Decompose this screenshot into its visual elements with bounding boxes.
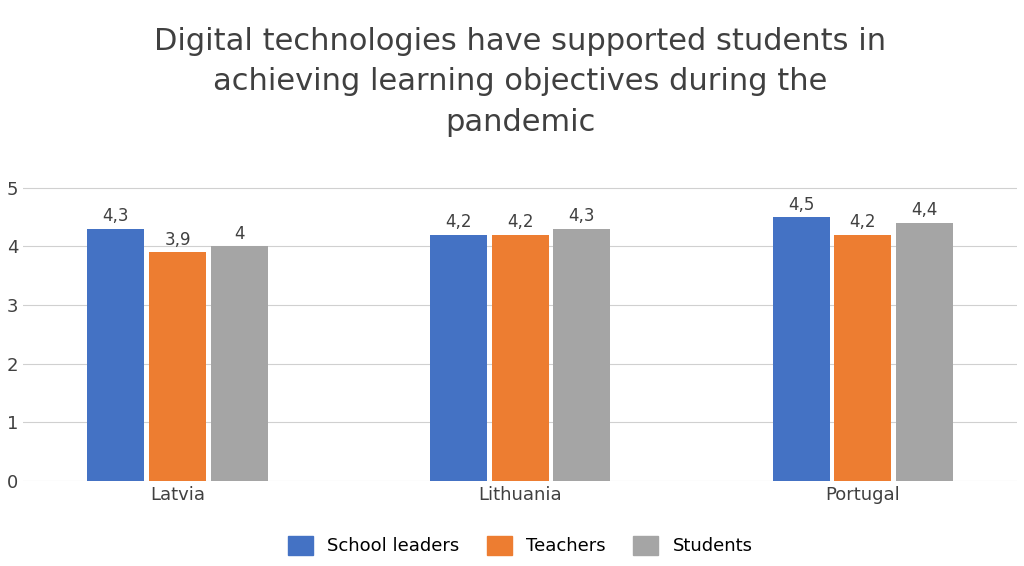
Bar <box>430 235 486 481</box>
Text: 4,2: 4,2 <box>850 213 877 231</box>
Bar <box>554 229 610 481</box>
Text: 4: 4 <box>233 225 245 243</box>
Legend: School leaders, Teachers, Students: School leaders, Teachers, Students <box>281 529 760 563</box>
Bar <box>835 235 891 481</box>
Text: 4,2: 4,2 <box>445 213 472 231</box>
Text: 4,5: 4,5 <box>788 196 814 213</box>
Text: 4,3: 4,3 <box>568 207 595 225</box>
Bar <box>87 229 144 481</box>
Text: 4,2: 4,2 <box>507 213 534 231</box>
Title: Digital technologies have supported students in
achieving learning objectives du: Digital technologies have supported stud… <box>155 27 886 137</box>
Bar <box>492 235 549 481</box>
Bar <box>211 246 267 481</box>
Bar <box>773 217 829 481</box>
Text: 4,4: 4,4 <box>911 201 938 220</box>
Text: 3,9: 3,9 <box>164 231 190 249</box>
Text: 4,3: 4,3 <box>102 207 129 225</box>
Bar <box>150 252 206 481</box>
Bar <box>896 223 953 481</box>
